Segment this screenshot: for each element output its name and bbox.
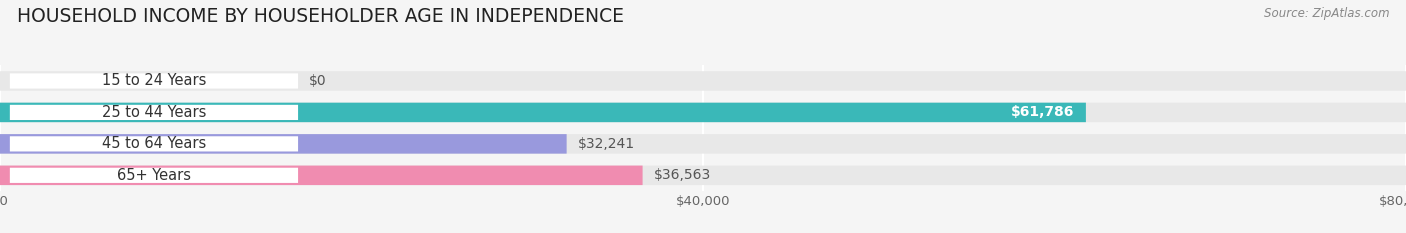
FancyBboxPatch shape: [10, 168, 298, 183]
FancyBboxPatch shape: [10, 136, 298, 151]
Text: $36,563: $36,563: [654, 168, 711, 182]
Text: 25 to 44 Years: 25 to 44 Years: [101, 105, 207, 120]
Text: HOUSEHOLD INCOME BY HOUSEHOLDER AGE IN INDEPENDENCE: HOUSEHOLD INCOME BY HOUSEHOLDER AGE IN I…: [17, 7, 624, 26]
FancyBboxPatch shape: [10, 73, 298, 89]
FancyBboxPatch shape: [0, 134, 567, 154]
FancyBboxPatch shape: [0, 166, 643, 185]
FancyBboxPatch shape: [0, 103, 1406, 122]
Text: 15 to 24 Years: 15 to 24 Years: [101, 73, 207, 89]
Text: Source: ZipAtlas.com: Source: ZipAtlas.com: [1264, 7, 1389, 20]
Text: $0: $0: [309, 74, 328, 88]
FancyBboxPatch shape: [0, 71, 1406, 91]
Text: $61,786: $61,786: [1011, 105, 1074, 120]
FancyBboxPatch shape: [0, 134, 1406, 154]
FancyBboxPatch shape: [0, 103, 1085, 122]
Text: 45 to 64 Years: 45 to 64 Years: [101, 136, 207, 151]
FancyBboxPatch shape: [10, 105, 298, 120]
Text: 65+ Years: 65+ Years: [117, 168, 191, 183]
Text: $32,241: $32,241: [578, 137, 636, 151]
FancyBboxPatch shape: [0, 166, 1406, 185]
